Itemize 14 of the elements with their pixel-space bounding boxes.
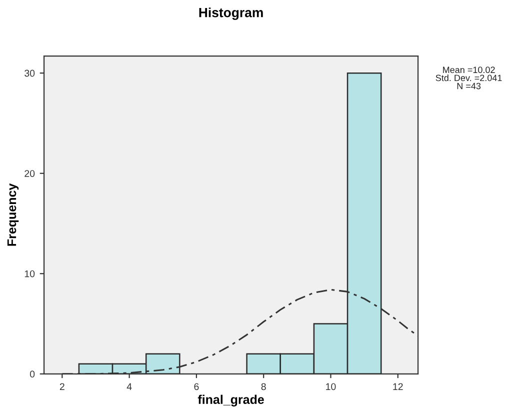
y-tick-label: 0 [30,370,35,378]
y-axis-title: Frequency [7,183,19,246]
text: Mean =10.02 Std. Dev. =2.041 N =43 [436,66,502,90]
y-tick-label: 30 [24,70,35,77]
x-axis-title: final_grade [198,394,264,406]
x-tick-label: 4 [126,383,132,390]
x-tick-label: 12 [393,383,403,390]
x-tick-label: 8 [261,383,266,390]
y-tick-label: 20 [24,170,35,177]
y-tick-label: 10 [24,270,35,278]
x-tick-label: 6 [194,383,199,390]
chart-title: Histogram [199,8,263,20]
x-tick-label: 10 [326,383,336,390]
x-tick-label: 2 [60,383,64,390]
